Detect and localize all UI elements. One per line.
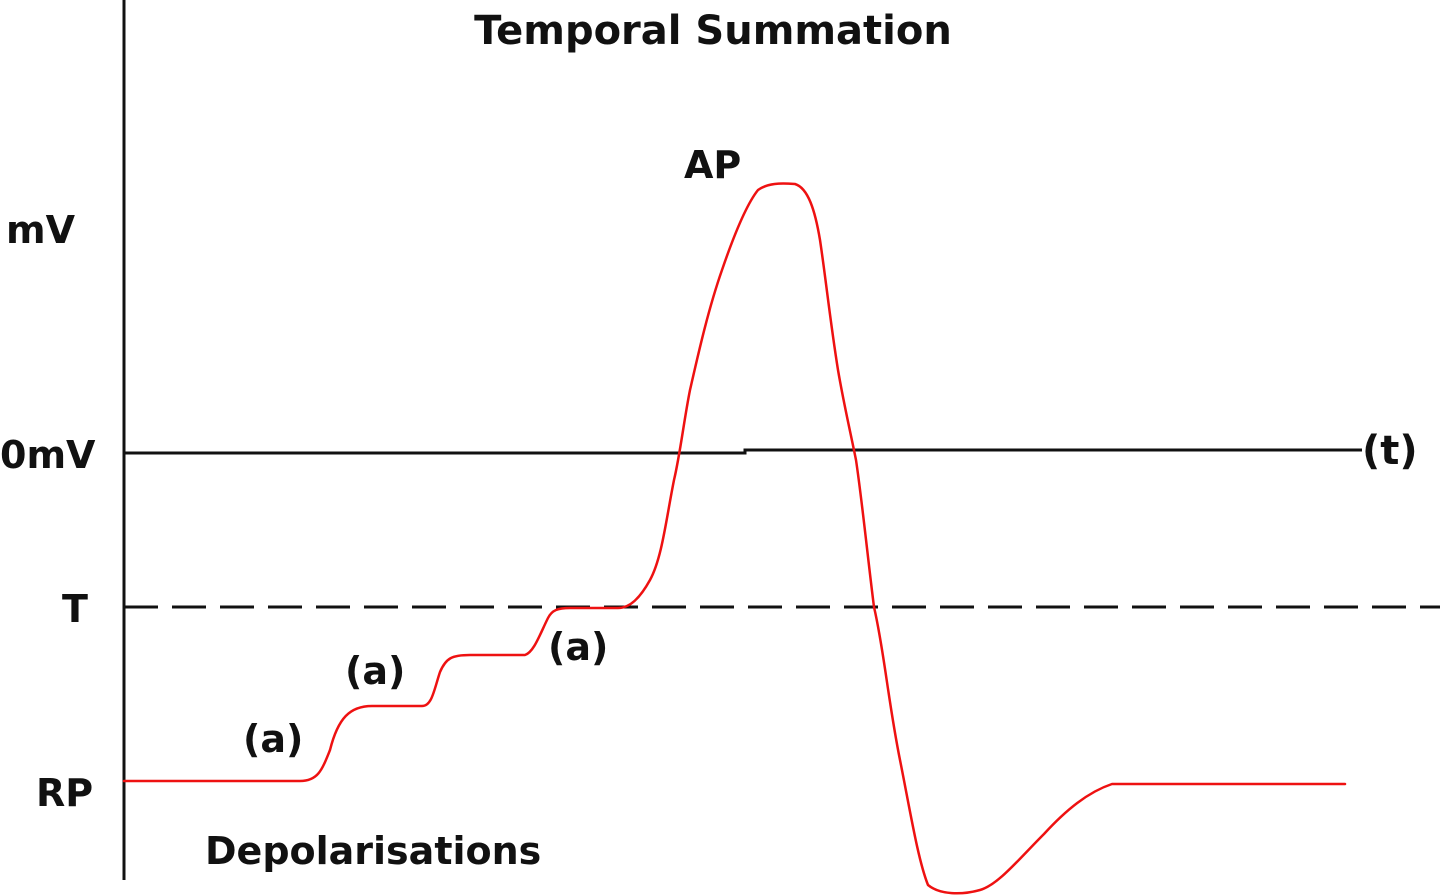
epsp-label-1: (a) (243, 717, 303, 761)
y-axis-unit-label: mV (6, 208, 76, 252)
diagram-title: Temporal Summation (474, 8, 952, 54)
membrane-potential-trace (122, 182, 1347, 895)
action-potential-label: AP (684, 143, 741, 187)
resting-potential-label: RP (36, 771, 93, 815)
zero-mv-label: 0mV (0, 433, 96, 477)
epsp-label-3: (a) (548, 625, 608, 669)
time-axis-label: (t) (1362, 428, 1418, 474)
threshold-label: T (62, 587, 88, 631)
zero-mv-line (124, 448, 1362, 455)
depolarisations-label: Depolarisations (205, 829, 541, 873)
epsp-label-2: (a) (345, 649, 405, 693)
